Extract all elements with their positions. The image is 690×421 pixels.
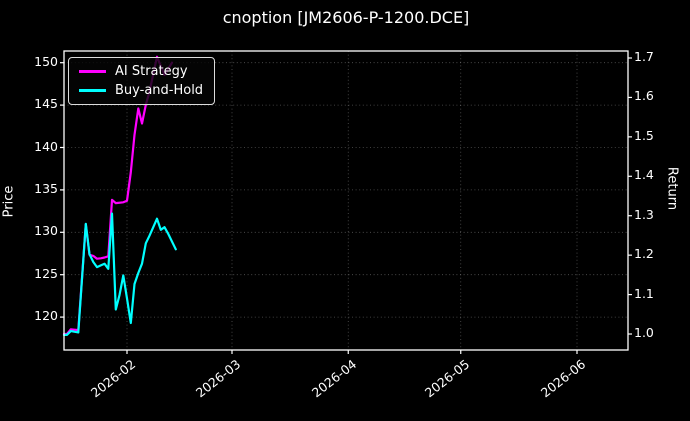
plot-border [63,50,629,351]
price-tick-label: 130 [34,223,58,239]
return-axis-label: Return [664,166,680,211]
legend-item-ai-strategy: AI Strategy [79,63,206,81]
price-tick-label: 140 [34,138,58,154]
return-tick-label: 1.7 [634,49,654,64]
price-tick-label: 150 [34,53,58,69]
return-tick-label: 1.0 [634,325,654,340]
price-tick-label: 125 [34,265,58,281]
ai-strategy-line-swatch [79,70,106,73]
return-tick-label: 1.1 [634,285,654,301]
legend-label: AI Strategy [115,64,188,79]
return-tick-label: 1.2 [634,246,654,262]
legend: AI Strategy Buy-and-Hold [68,57,215,105]
tick-marks [60,57,632,354]
return-tick-label: 1.3 [634,206,654,222]
return-tick-label: 1.5 [634,127,654,143]
price-tick-label: 135 [34,180,58,196]
price-tick-label: 145 [34,96,58,112]
legend-item-buy-and-hold: Buy-and-Hold [79,82,206,100]
price-axis-label: Price [1,185,17,218]
buy-and-hold-line-swatch [79,89,106,92]
buy-and-hold-line [62,212,177,336]
return-tick-label: 1.6 [634,88,654,104]
return-tick-label: 1.4 [634,167,654,183]
legend-label: Buy-and-Hold [115,83,204,98]
price-tick-label: 120 [34,308,58,324]
chart-title: cnoption [JM2606-P-1200.DCE] [222,8,470,27]
